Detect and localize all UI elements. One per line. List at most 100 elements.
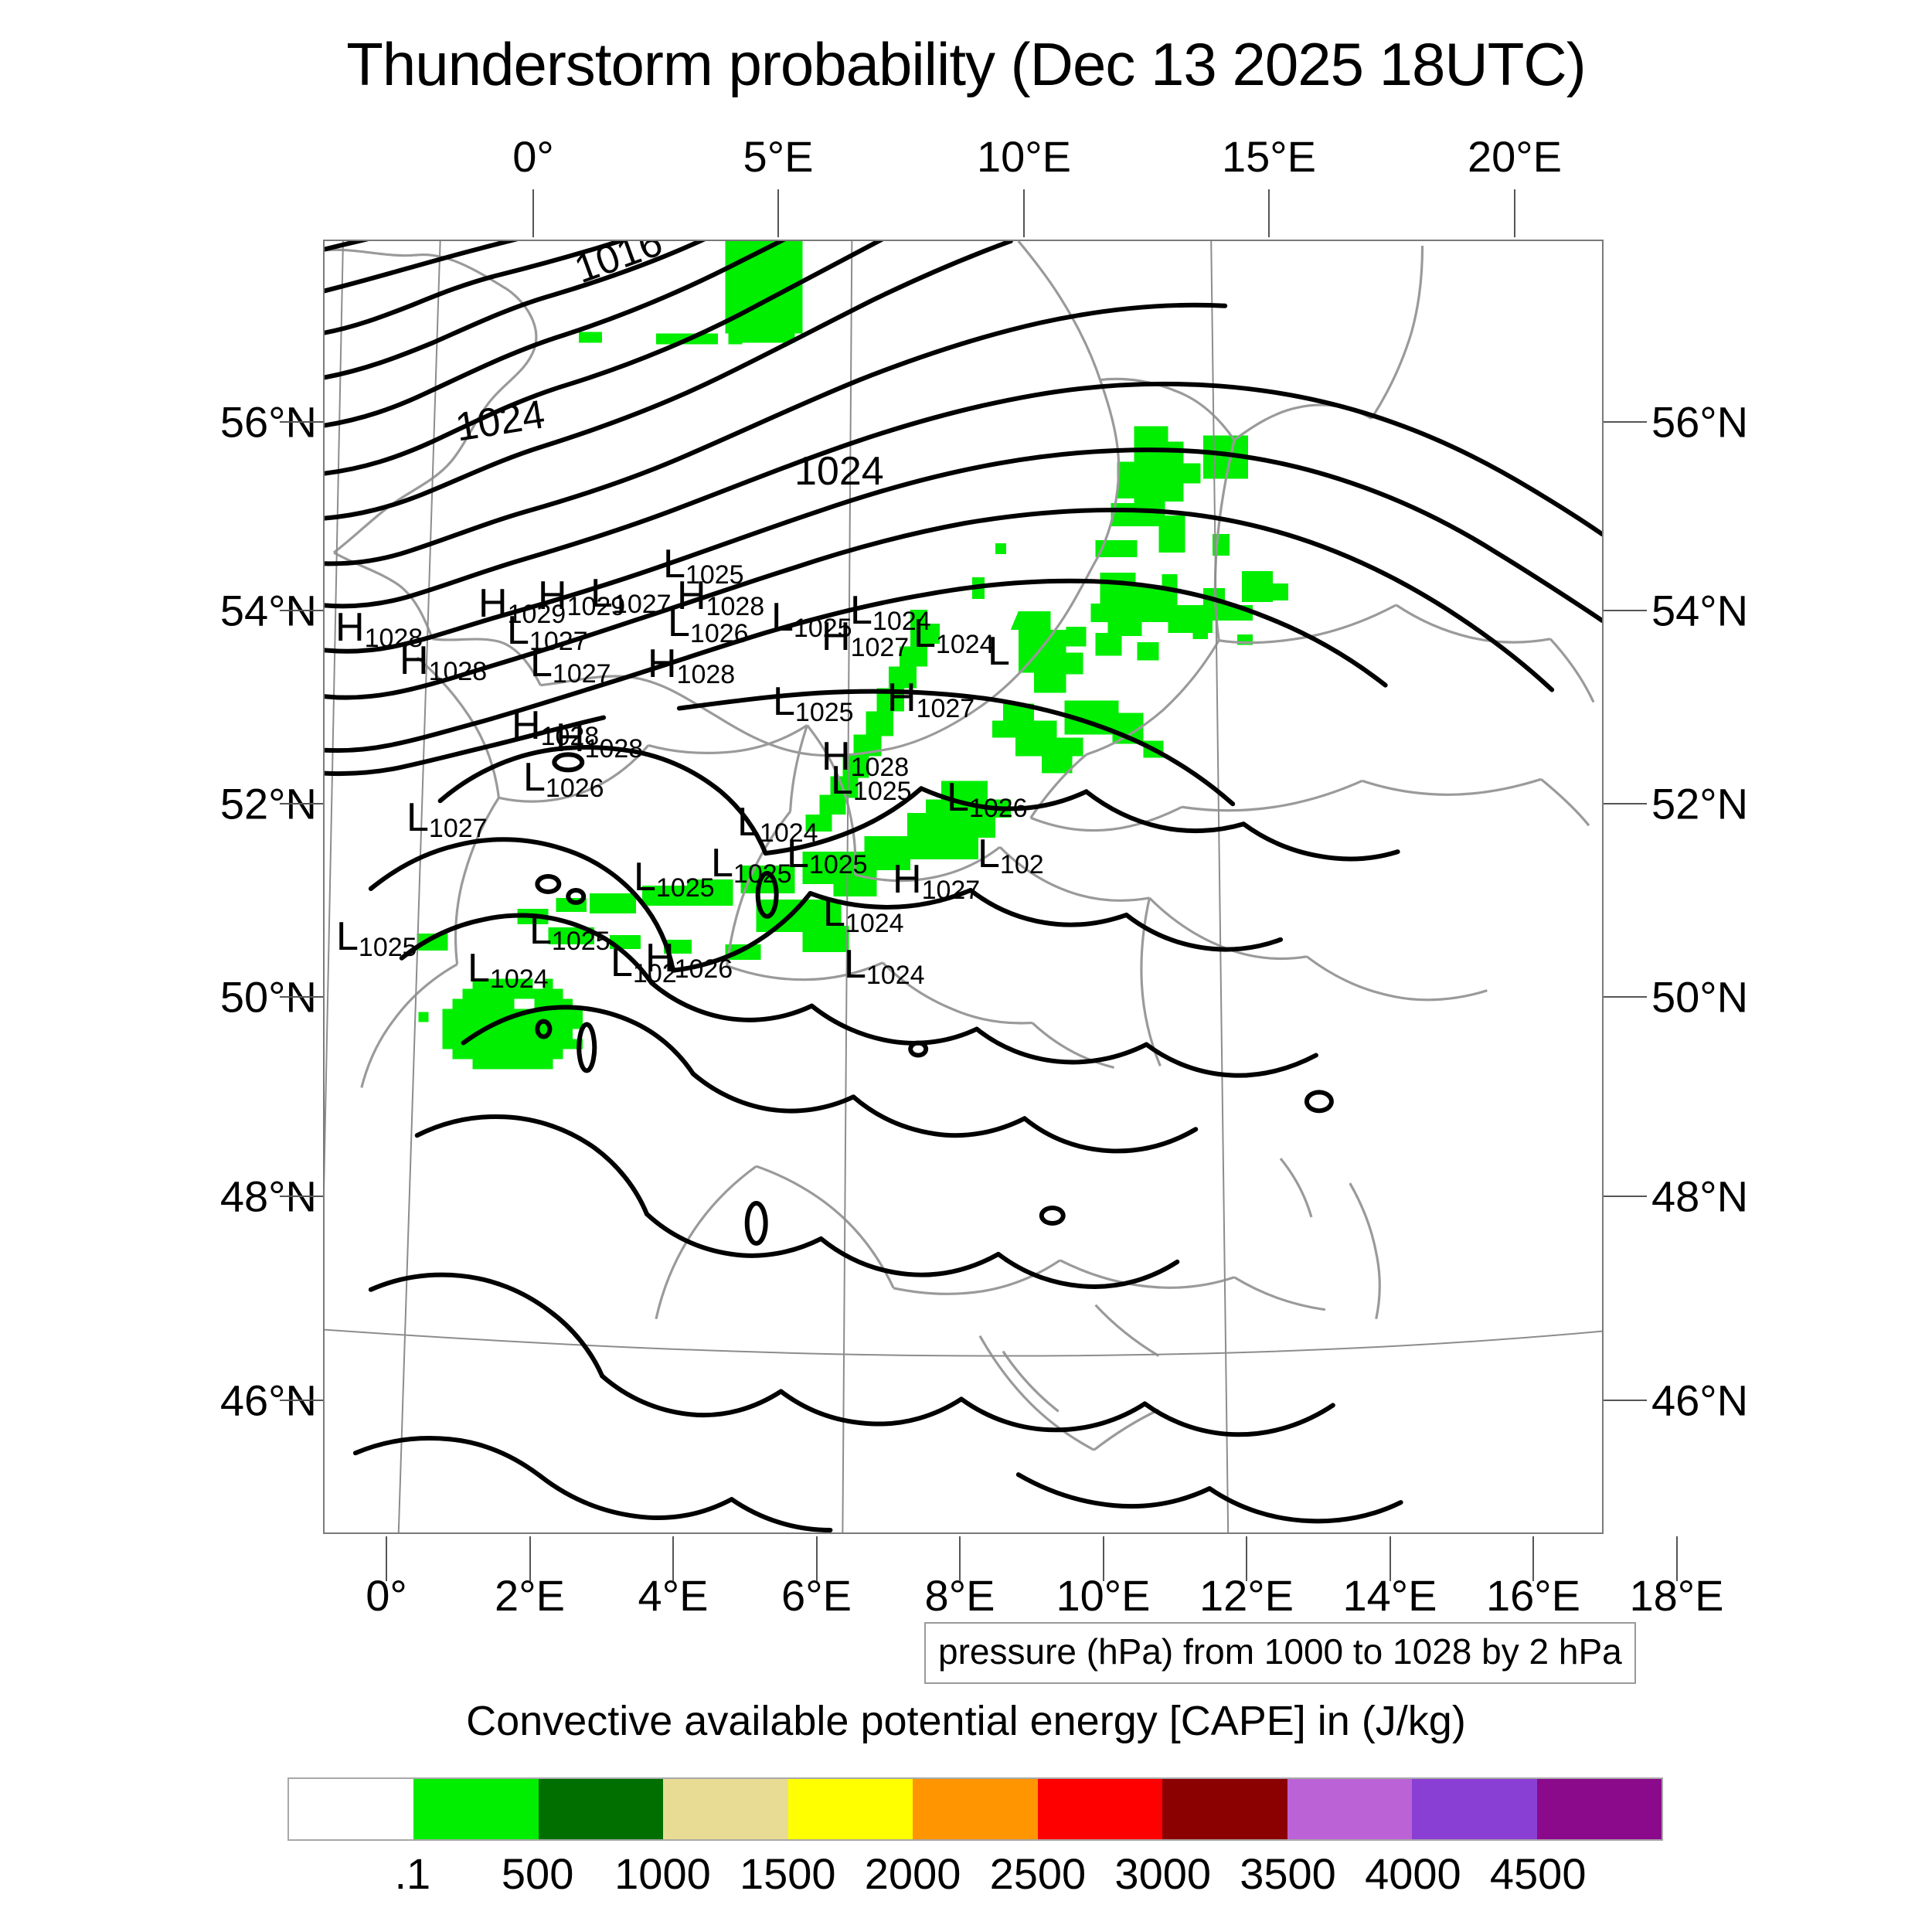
axis-tick [959, 1536, 961, 1581]
colorbar-swatch-2[interactable] [538, 1779, 664, 1839]
extremum-type: L [737, 800, 760, 845]
extremum-type: L [913, 611, 936, 656]
lon-label-top-4: 20°E [1467, 132, 1563, 181]
pressure-extremum-label: L1027 [530, 641, 611, 687]
extremum-type: H [893, 857, 922, 902]
extremum-type: L [507, 608, 529, 653]
colorbar-swatch-5[interactable] [913, 1779, 1038, 1839]
extremum-type: L [844, 942, 866, 987]
colorbar-tick-label-3: 1500 [739, 1849, 836, 1898]
extremum-value: 1025 [685, 560, 744, 590]
pressure-extremum-label: L102 [978, 832, 1044, 878]
extremum-value: 102 [999, 850, 1044, 879]
pressure-extremum-label: L1027 [590, 571, 672, 617]
extremum-value: 1026 [545, 774, 604, 803]
colorbar-swatch-8[interactable] [1287, 1779, 1413, 1839]
extremum-value: 1029 [566, 592, 626, 621]
extremum-type: H [821, 614, 851, 659]
extremum-type: L [978, 832, 1000, 876]
extremum-type: L [336, 914, 359, 959]
extremum-value: 1027 [921, 876, 981, 905]
extremum-value: 1025 [655, 873, 715, 903]
extremum-type: L [668, 600, 690, 645]
pressure-extremum-label: L1025 [336, 914, 417, 961]
extremum-value: 1025 [794, 698, 854, 727]
pressure-extremum-label: H1028 [335, 607, 423, 651]
lon-label-top-3: 15°E [1221, 132, 1317, 181]
axis-tick [672, 1536, 674, 1581]
colorbar-tick-label-9: 4500 [1489, 1849, 1587, 1898]
colorbar-tick-label-1: 500 [501, 1849, 574, 1898]
extremum-type: L [850, 588, 872, 633]
extremum-type: L [711, 841, 733, 886]
extremum-type: H [538, 573, 567, 618]
extremum-type: L [530, 641, 553, 685]
extremum-type: H [648, 641, 677, 686]
axis-tick [1604, 996, 1647, 998]
axis-tick [529, 1536, 531, 1581]
cape-colorbar[interactable] [287, 1777, 1663, 1841]
extremum-value: 1026 [674, 954, 733, 984]
graticule-layer [325, 241, 1602, 1532]
extremum-value: 1027 [850, 633, 910, 662]
lat-label-right-3: 50°N [1651, 972, 1749, 1022]
axis-tick [1604, 610, 1647, 611]
extremum-value: 1024 [489, 964, 549, 994]
pressure-extremum-label: L1026 [523, 757, 604, 801]
axis-tick [280, 1400, 323, 1401]
pressure-extremum-label: L1027 [507, 608, 588, 655]
colorbar-swatch-9[interactable] [1412, 1779, 1537, 1839]
extremum-value: 1027 [612, 590, 672, 619]
pressure-extremum-label: L [988, 631, 1010, 672]
extremum-type: L [771, 595, 794, 640]
extremum-type: H [821, 734, 851, 779]
extremum-value: 1027 [428, 814, 488, 843]
extremum-value: 1024 [872, 607, 931, 636]
colorbar-tick-label-8: 4000 [1365, 1849, 1461, 1898]
lat-label-right-4: 48°N [1651, 1172, 1749, 1221]
pressure-extremum-label: L1024 [737, 800, 818, 846]
extremum-type: H [677, 573, 706, 618]
extremum-type: L [611, 940, 633, 985]
axis-tick [1023, 189, 1025, 237]
extremum-value: 1025 [358, 933, 417, 962]
colorbar-swatch-3[interactable] [663, 1779, 788, 1839]
pressure-extremum-label: H1028 [512, 706, 599, 750]
colorbar-swatch-0[interactable] [289, 1779, 414, 1839]
axis-tick [1389, 1536, 1391, 1581]
axis-tick [280, 1196, 323, 1197]
extremum-type: L [590, 571, 613, 616]
pressure-extremum-label: L102 [611, 940, 677, 987]
colorbar-swatch-10[interactable] [1536, 1779, 1662, 1839]
extremum-type: H [556, 716, 585, 760]
extremum-type: L [634, 855, 656, 900]
extremum-type: L [406, 795, 429, 840]
cape-caption: Convective available potential energy [C… [466, 1698, 1466, 1744]
colorbar-swatch-1[interactable] [413, 1779, 539, 1839]
colorbar-tick-label-7: 3500 [1240, 1849, 1336, 1898]
extremum-value: 1028 [540, 722, 600, 751]
map-plot-area[interactable]: 1016101610241024L1025H1029H1029L1027H102… [323, 240, 1604, 1534]
pressure-extremum-label: L1024 [850, 588, 931, 634]
colorbar-swatch-6[interactable] [1037, 1779, 1163, 1839]
colorbar-swatch-4[interactable] [787, 1779, 913, 1839]
pressure-extremum-label: H1029 [478, 581, 566, 628]
extremum-value: 1027 [529, 627, 588, 656]
colorbar-swatch-7[interactable] [1162, 1779, 1287, 1839]
pressure-extremum-label: L1025 [773, 682, 854, 726]
pressure-extremum-label: H1028 [648, 641, 735, 688]
axis-tick [1268, 189, 1270, 237]
pressure-extremum-label: H1027 [821, 614, 909, 661]
extremum-type: H [478, 581, 508, 626]
isobar-layer [325, 241, 1602, 1532]
axis-tick [1604, 421, 1647, 423]
pressure-extremum-label: H1027 [887, 675, 975, 722]
axis-tick [1675, 1536, 1678, 1581]
extremum-type: L [468, 946, 490, 991]
extremum-type: H [400, 638, 429, 683]
extremum-type: H [887, 675, 917, 720]
pressure-extremum-label: L1025 [771, 595, 852, 641]
pressure-extremum-label: H1026 [645, 938, 733, 982]
pressure-extremum-label: H1029 [538, 573, 625, 620]
extremum-type: L [663, 542, 685, 587]
